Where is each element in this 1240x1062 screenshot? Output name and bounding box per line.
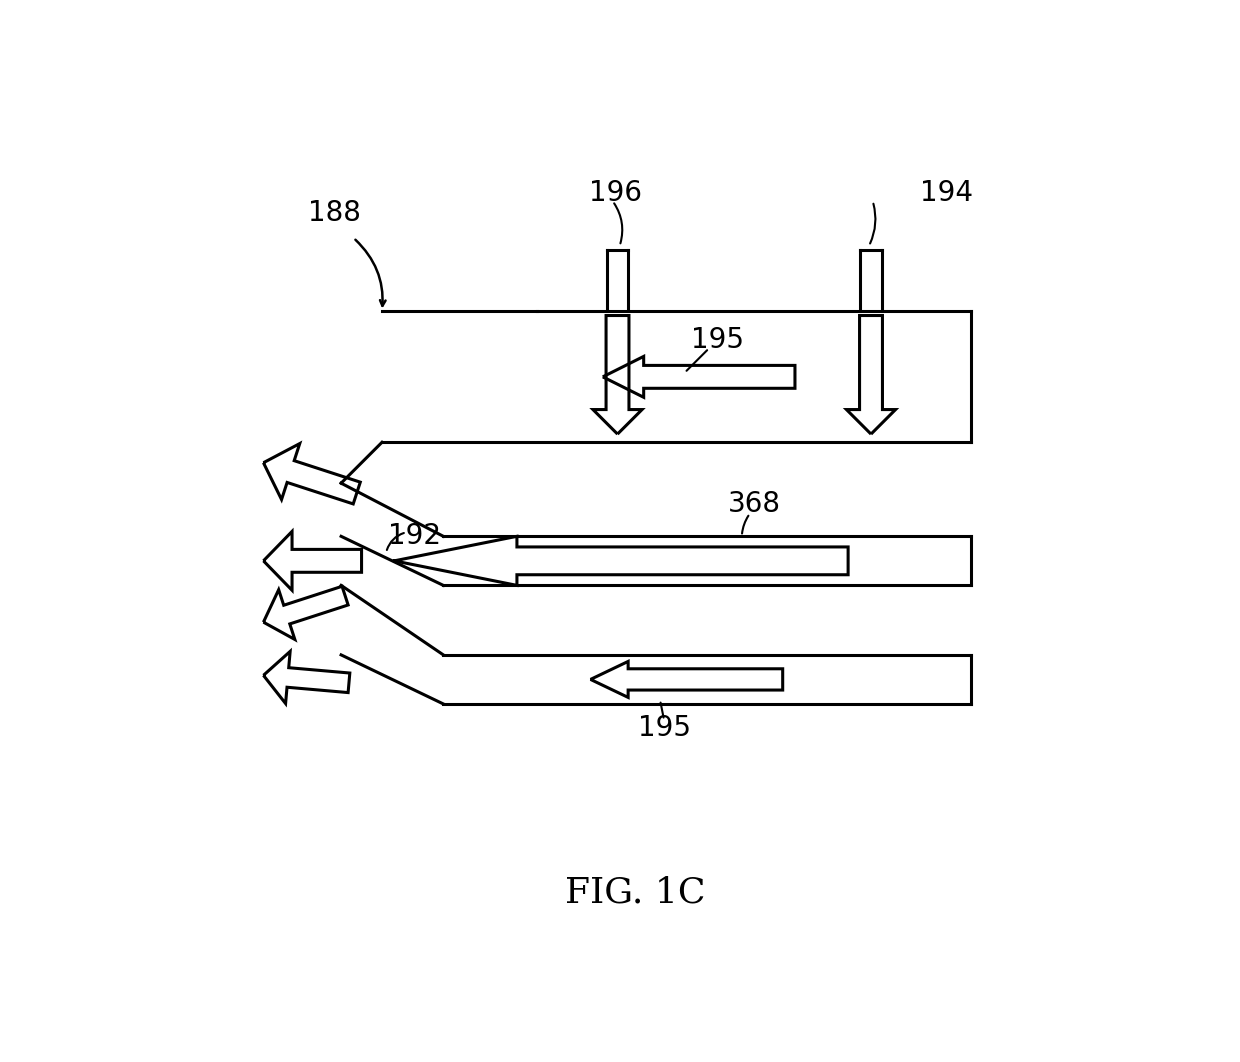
Text: 368: 368 [728,490,780,517]
Text: 195: 195 [637,715,691,742]
Text: FIG. 1C: FIG. 1C [565,875,706,909]
Text: 192: 192 [388,523,441,550]
Text: 194: 194 [920,178,972,207]
Text: 188: 188 [309,200,361,227]
Text: 196: 196 [589,178,641,207]
Text: 195: 195 [691,326,744,354]
